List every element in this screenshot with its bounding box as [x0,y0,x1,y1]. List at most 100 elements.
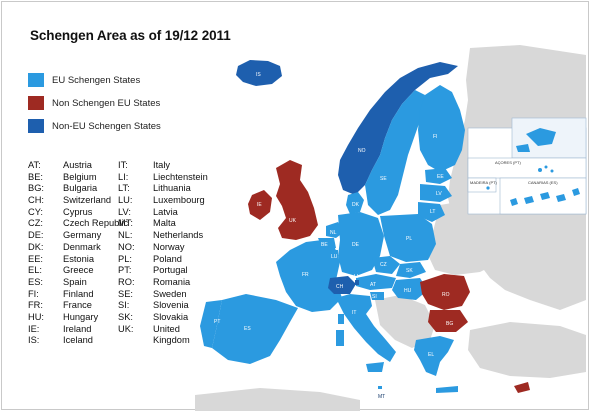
country-code: SK: [118,311,133,322]
label-estonia: EE [437,174,444,180]
country-norway [338,62,458,195]
abbreviation-row: EE: Estonia [28,254,128,266]
label-france: FR [302,272,309,278]
country-name: United [153,323,180,334]
country-name: Bulgaria [63,183,98,194]
abbreviation-row: MT: Malta [118,218,208,230]
label-lithuania: LT [430,209,435,215]
country-name: Denmark [63,241,101,252]
country-name: Malta [153,218,176,229]
country-name: Italy [153,160,171,170]
abbreviation-row: UK: United [118,324,208,336]
abbreviation-row: Kingdom [118,335,208,347]
country-name: Iceland [63,335,93,346]
island-crete [436,386,458,393]
country-greece [414,336,454,376]
country-poland [380,214,436,262]
abbreviation-row: FR: France [28,300,128,312]
country-code: DE: [28,230,44,241]
country-code: CZ: [28,218,43,229]
label-luxembourg: LU [331,254,338,260]
abbreviation-row: SE: Sweden [118,289,208,301]
country-code: LV: [118,206,131,217]
legend-eu-schengen: EU Schengen States [28,73,140,87]
abbreviation-row: EL: Greece [28,265,128,277]
country-name: Sweden [153,288,187,299]
legend-label: EU Schengen States [52,74,141,86]
country-code: FI: [28,288,39,299]
country-liechtenstein [355,280,359,285]
country-code: CH: [28,195,45,206]
country-estonia [425,168,452,184]
abbreviation-row: IT: Italy [118,160,208,172]
country-denmark [346,192,364,214]
label-belgium: BE [321,242,328,248]
country-code: DK: [28,241,44,252]
country-finland [418,85,465,172]
label-switzerland: CH [336,284,344,290]
label-norway: NO [358,148,366,154]
inset-panel: AÇORES (PT) MADEIRA (PT) CANARIAS (ES) [467,117,587,215]
country-sweden [365,90,425,215]
country-code: PT: [118,265,132,276]
abbreviation-row: SI: Slovenia [118,300,208,312]
label-austria: AT [370,282,376,288]
country-iceland [236,60,282,86]
region-belarus-ukraine [428,200,505,275]
country-name: Liechtenstein [153,171,208,182]
legend-non-schengen-eu: Non Schengen EU States [28,96,160,110]
label-germany: DE [352,242,360,248]
country-name: Austria [63,160,92,170]
label-romania: RO [442,292,450,298]
country-name: Germany [63,230,102,241]
label-italy: IT [352,310,356,316]
abbreviation-row: LU: Luxembourg [118,195,208,207]
legend-label: Non-EU Schengen States [52,120,161,132]
country-code: LI: [118,171,129,182]
country-ireland [248,190,272,220]
abbreviation-row: DE: Germany [28,230,128,242]
label-czech-republic: CZ [380,262,387,268]
country-belgium [318,238,336,248]
label-denmark: DK [352,202,360,208]
country-code: RO: [118,276,135,287]
country-name: Poland [153,253,182,264]
country-romania [420,274,470,310]
abbreviation-row: LI: Liechtenstein [118,172,208,184]
abbreviation-row: SK: Slovakia [118,312,208,324]
label-finland: FI [433,134,437,140]
abbreviation-row: PL: Poland [118,254,208,266]
label-united-kingdom: UK [289,218,297,224]
abbreviation-row: PT: Portugal [118,265,208,277]
label-spain: ES [244,326,251,332]
region-turkey [468,322,586,378]
country-name: Latvia [153,206,178,217]
abbreviation-row: BE: Belgium [28,172,128,184]
legend-swatch-non-eu-schengen [28,119,44,133]
country-czech-republic [372,256,400,274]
label-netherlands: NL [330,230,337,236]
abbreviation-row: HU: Hungary [28,312,128,324]
abbreviation-row: AT: Austria [28,160,128,172]
country-name: Luxembourg [153,195,205,206]
label-slovakia: SK [406,268,413,274]
region-north-africa [195,388,360,411]
label-poland: PL [406,236,412,242]
label-malta: MT [378,394,385,400]
abbreviation-row: CY: Cyprus [28,207,128,219]
country-code: NL: [118,230,133,241]
country-cyprus [514,382,530,393]
country-code: UK: [118,323,134,334]
country-latvia [420,184,452,202]
abbreviation-row: NO: Norway [118,242,208,254]
inset-label-canarias: CANARIAS (ES) [528,180,558,185]
abbreviation-row: FI: Finland [28,289,128,301]
country-name: Belgium [63,171,97,182]
label-hungary: HU [404,288,412,294]
abbreviation-row: NL: Netherlands [118,230,208,242]
island-corsica [338,314,344,324]
label-latvia: LV [436,191,442,197]
legend-non-eu-schengen: Non-EU Schengen States [28,119,161,133]
country-slovenia [370,292,384,300]
country-italy [336,294,396,362]
